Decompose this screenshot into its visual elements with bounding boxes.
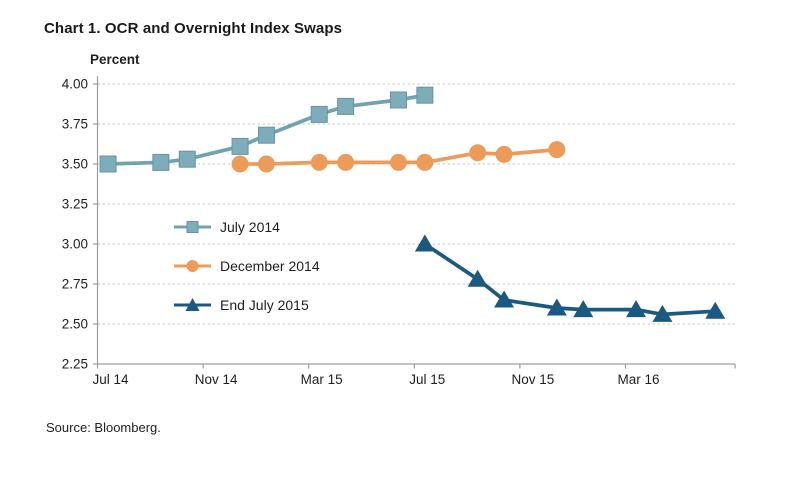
series-end-july-2015 xyxy=(414,234,726,322)
chart-title: Chart 1. OCR and Overnight Index Swaps xyxy=(44,20,343,37)
axes xyxy=(93,76,736,369)
axis-tick-labels: 4.00 3.75 3.50 3.25 3.00 2.75 2.50 2.25 Jul 14 No… xyxy=(62,77,660,388)
y-tick-label: 3.75 xyxy=(62,117,88,132)
y-tick-label: 2.75 xyxy=(62,277,88,292)
legend-item-july-2014: July 2014 xyxy=(173,219,320,235)
series-july-2014 xyxy=(99,86,434,173)
series-december-2014 xyxy=(231,141,566,173)
legend-marker-triangle-icon xyxy=(174,298,211,311)
legend-label: End July 2015 xyxy=(220,297,309,313)
y-tick-label: 3.00 xyxy=(62,237,88,252)
legend-item-end-july-2015: End July 2015 xyxy=(173,297,320,313)
x-tick-label: Nov 15 xyxy=(512,372,555,387)
x-tick-label: Jul 14 xyxy=(92,372,129,387)
y-axis-title: Percent xyxy=(90,52,140,67)
x-tick-label: Jul 15 xyxy=(409,372,445,387)
legend-marker-square-icon xyxy=(174,221,211,233)
legend-label: July 2014 xyxy=(220,219,280,235)
x-tick-label: Nov 14 xyxy=(195,372,238,387)
y-tick-label: 3.25 xyxy=(62,197,88,212)
x-tick-label: Mar 16 xyxy=(617,372,659,387)
source-note: Source: Bloomberg. xyxy=(46,420,161,435)
y-tick-label: 4.00 xyxy=(62,77,88,92)
legend-item-december-2014: December 2014 xyxy=(173,258,320,274)
legend-marker-circle-icon xyxy=(174,260,211,272)
gridlines xyxy=(97,83,736,325)
y-tick-label: 3.50 xyxy=(62,157,88,172)
chart-legend: July 2014 December 2014 End July 2015 xyxy=(173,219,320,313)
y-tick-label: 2.25 xyxy=(62,357,88,372)
x-tick-label: Mar 15 xyxy=(301,372,343,387)
legend-label: December 2014 xyxy=(220,258,320,274)
y-tick-label: 2.50 xyxy=(62,317,88,332)
